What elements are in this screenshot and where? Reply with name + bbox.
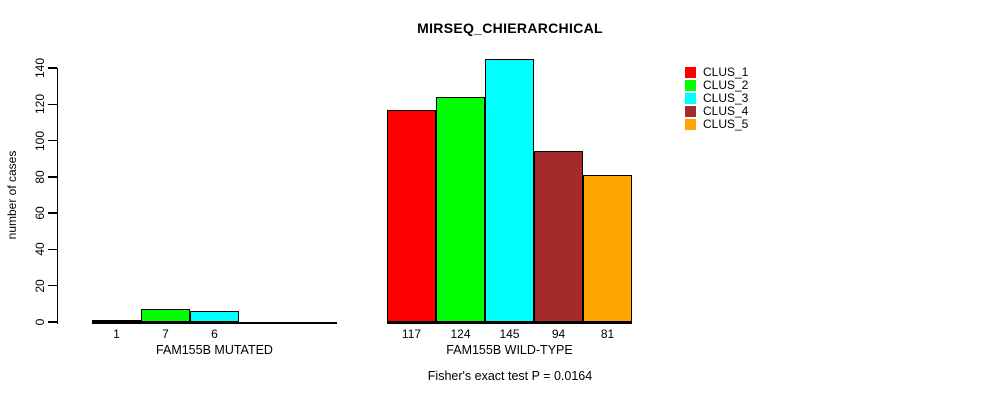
legend-label: CLUS_5 xyxy=(703,117,749,131)
legend-item: CLUS_3 xyxy=(685,92,748,105)
y-axis-tick-label: 140 xyxy=(33,57,47,79)
bar-clus_2 xyxy=(436,97,485,322)
statistics-annotation: Fisher's exact test P = 0.0164 xyxy=(427,369,593,383)
y-axis-tick xyxy=(47,103,57,106)
y-axis-tick xyxy=(47,321,57,323)
y-axis-line xyxy=(56,68,58,324)
legend-label: CLUS_4 xyxy=(703,104,749,118)
bar-clus_1 xyxy=(92,320,141,322)
group-label: FAM155B MUTATED xyxy=(156,343,273,357)
y-axis-tick-label: 40 xyxy=(33,242,47,257)
x-axis-baseline xyxy=(387,322,632,324)
legend-label: CLUS_2 xyxy=(703,78,749,92)
group-label: FAM155B WILD-TYPE xyxy=(446,343,573,357)
bar-clus_1 xyxy=(387,109,436,322)
y-axis-tick-label: 60 xyxy=(33,206,47,220)
legend-item: CLUS_2 xyxy=(685,79,748,92)
bar-clus_2 xyxy=(141,309,190,322)
y-axis-tick xyxy=(47,139,57,142)
legend-swatch-clus_1 xyxy=(685,67,696,78)
x-axis-baseline xyxy=(92,322,337,324)
y-axis-tick-label: 80 xyxy=(33,170,47,184)
y-axis-tick xyxy=(47,248,57,251)
chart-title: MIRSEQ_CHIERARCHICAL xyxy=(417,20,603,36)
legend-label: CLUS_3 xyxy=(703,91,749,105)
legend-label: CLUS_1 xyxy=(703,65,749,79)
bar-value-label: 124 xyxy=(450,327,471,341)
bar-value-label: 145 xyxy=(499,327,520,341)
bar-clus_3 xyxy=(190,311,239,322)
bar-value-label: 117 xyxy=(401,327,422,341)
legend-swatch-clus_5 xyxy=(685,119,696,130)
bar-clus_4 xyxy=(534,151,583,322)
y-axis-tick xyxy=(47,284,57,287)
y-axis-tick xyxy=(47,212,57,214)
legend-swatch-clus_2 xyxy=(685,80,696,91)
bar-value-label: 81 xyxy=(600,327,615,341)
bar-value-label: 7 xyxy=(162,327,169,341)
y-axis-tick xyxy=(47,176,57,178)
legend-item: CLUS_4 xyxy=(685,105,748,118)
legend-item: CLUS_1 xyxy=(685,66,748,79)
y-axis-tick-label: 0 xyxy=(33,318,47,326)
bar-clus_3 xyxy=(485,58,534,322)
legend-item: CLUS_5 xyxy=(685,118,748,131)
bar-value-label: 1 xyxy=(113,327,120,341)
bar-clus_5 xyxy=(583,175,632,322)
y-axis-tick xyxy=(47,67,57,69)
legend-swatch-clus_4 xyxy=(685,106,696,117)
y-axis-tick-label: 120 xyxy=(33,94,47,115)
y-axis-tick-label: 20 xyxy=(33,279,47,293)
bar-value-label: 94 xyxy=(551,327,566,341)
y-axis-tick-label: 100 xyxy=(33,130,47,151)
bar-value-label: 6 xyxy=(211,327,218,341)
legend-swatch-clus_3 xyxy=(685,93,696,104)
legend: CLUS_1 CLUS_2 CLUS_3 CLUS_4 CLUS_5 xyxy=(685,66,748,131)
